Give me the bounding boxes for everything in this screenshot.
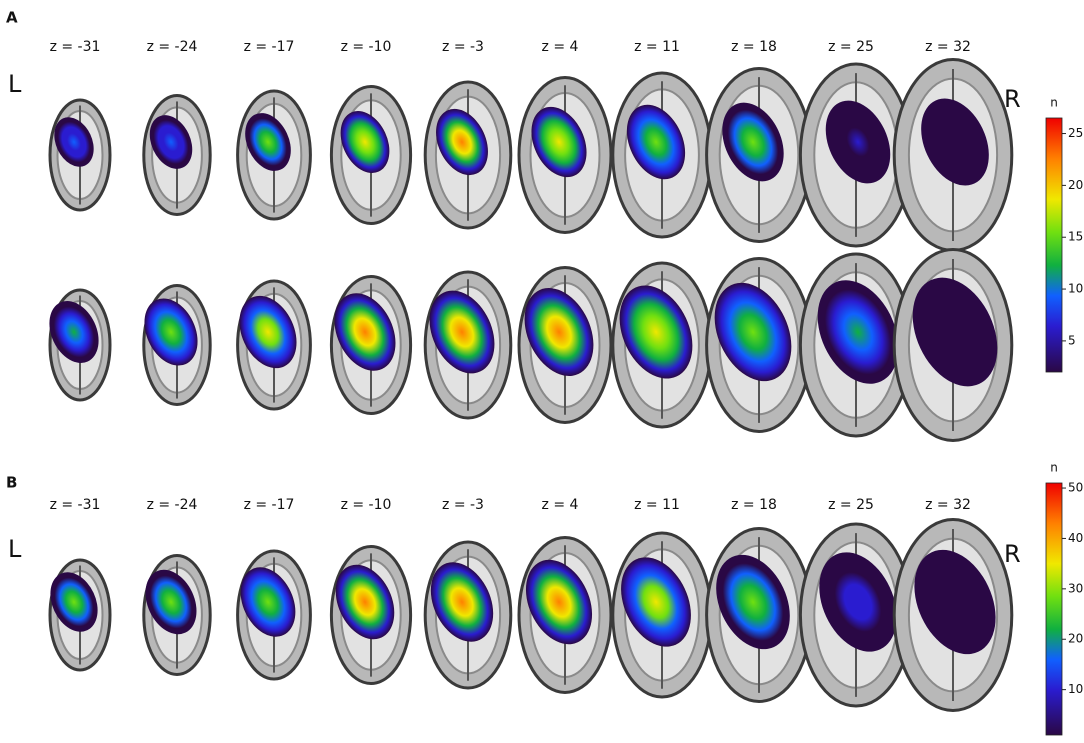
lesion-overlay	[912, 277, 998, 387]
lesion-overlay	[240, 567, 296, 637]
slice-label: z = 11	[634, 497, 680, 513]
slice-label: z = 11	[634, 39, 680, 55]
slice-label: z = 32	[925, 497, 971, 513]
lesion-overlay	[621, 557, 691, 647]
slice-label: z = -3	[442, 497, 484, 513]
slice-label: z = 25	[828, 39, 874, 55]
slice-label: z = -10	[341, 497, 392, 513]
lesion-overlay	[817, 280, 899, 384]
lesion-overlay	[334, 293, 396, 371]
slice-label: z = -17	[244, 39, 295, 55]
lesion-overlay	[819, 552, 897, 652]
hemisphere-left: L	[8, 70, 22, 98]
hemisphere-right: R	[1004, 85, 1021, 113]
lesion-overlay	[619, 285, 693, 379]
slice-label: z = 18	[731, 497, 777, 513]
colorbar-tick-label: 5	[1068, 333, 1076, 347]
lesion-overlay	[149, 115, 193, 169]
colorbar	[1045, 482, 1063, 736]
lesion-overlay	[50, 572, 98, 632]
slice-label: z = 4	[542, 497, 579, 513]
hemisphere-right: R	[1004, 540, 1021, 568]
slice-label: z = 32	[925, 39, 971, 55]
lesion-overlay	[144, 298, 198, 366]
colorbar-title: n	[1050, 96, 1058, 110]
slice-label: z = 18	[731, 39, 777, 55]
lesion-overlay	[914, 549, 996, 655]
lesion-overlay	[722, 102, 784, 182]
colorbar-tick-label: 15	[1068, 230, 1083, 244]
slice-label: z = 4	[542, 39, 579, 55]
slice-label: z = -31	[50, 497, 101, 513]
slice-label: z = -24	[147, 497, 198, 513]
colorbar-tick-label: 10	[1068, 282, 1083, 296]
lesion-overlay	[525, 559, 593, 645]
colorbar-tick-label: 50	[1068, 481, 1083, 495]
lesion-overlay	[921, 98, 989, 186]
colorbar	[1045, 117, 1063, 373]
lesion-overlay	[531, 106, 587, 178]
slice-label: z = -3	[442, 39, 484, 55]
colorbar-tick-label: 20	[1068, 632, 1083, 646]
colorbar-tick-label: 30	[1068, 581, 1083, 595]
lesion-overlay	[436, 108, 488, 176]
colorbar-tick-label: 40	[1068, 531, 1083, 545]
colorbar-tick-label: 25	[1068, 126, 1083, 140]
slice-label: z = -31	[50, 39, 101, 55]
lesion-overlay	[340, 111, 390, 173]
lesion-overlay	[429, 290, 495, 374]
lesion-overlay	[626, 104, 686, 180]
lesion-overlay	[825, 100, 891, 184]
colorbar-tick-label: 10	[1068, 682, 1083, 696]
lesion-overlay	[239, 295, 297, 369]
lesion-overlay	[54, 117, 94, 167]
slice-label: z = -24	[147, 39, 198, 55]
lesion-overlay	[430, 562, 494, 642]
lesion-overlay	[49, 301, 99, 363]
lesion-overlay	[335, 564, 395, 640]
colorbar-tick-label: 20	[1068, 178, 1083, 192]
panel-label: B	[6, 474, 17, 492]
lesion-overlay	[524, 288, 594, 376]
slice-label: z = -10	[341, 39, 392, 55]
slice-label: z = -17	[244, 497, 295, 513]
lesion-overlay	[145, 569, 197, 635]
lesion-overlay	[716, 554, 790, 650]
colorbar-title: n	[1050, 461, 1058, 475]
hemisphere-left: L	[8, 535, 22, 563]
slice-label: z = 25	[828, 497, 874, 513]
lesion-overlay	[245, 113, 291, 171]
lesion-overlay	[714, 282, 792, 382]
panel-label: A	[6, 9, 18, 27]
